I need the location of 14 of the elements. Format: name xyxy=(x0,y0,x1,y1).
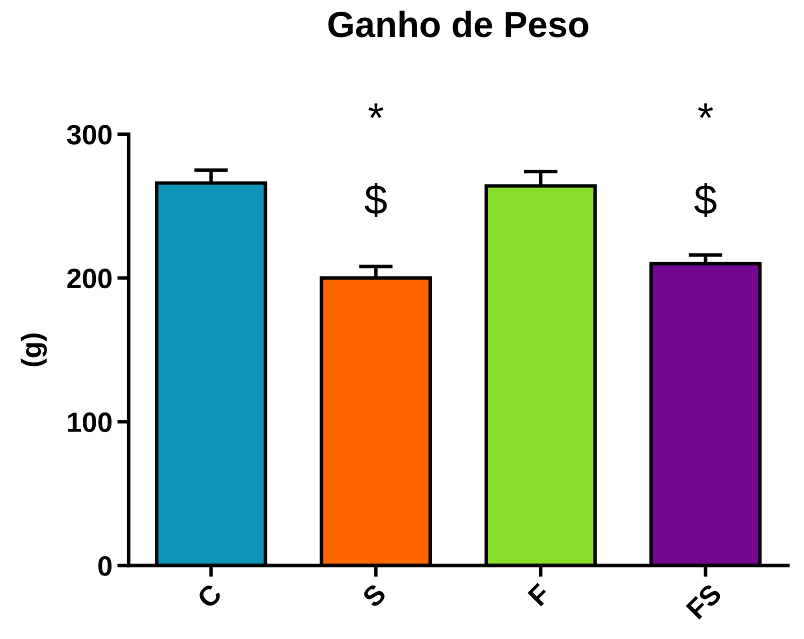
text: * xyxy=(698,103,713,118)
text: * xyxy=(368,103,384,118)
y-tick-label: 100 xyxy=(68,412,112,432)
y-tick-label: 200 xyxy=(67,268,112,288)
x-tick-label: FS xyxy=(686,582,723,620)
annotation: $ xyxy=(364,183,387,217)
y-tick-label: 300 xyxy=(66,124,112,145)
x-tick-label: S xyxy=(361,582,387,608)
x-tick-label: F xyxy=(528,582,552,606)
x-tick-label: C xyxy=(196,582,223,610)
y-axis-title: (g) xyxy=(20,334,47,366)
annotation: $ xyxy=(694,183,716,217)
y-tick-label: 0 xyxy=(98,556,112,576)
chart-title: Ganho de Peso xyxy=(328,10,588,38)
